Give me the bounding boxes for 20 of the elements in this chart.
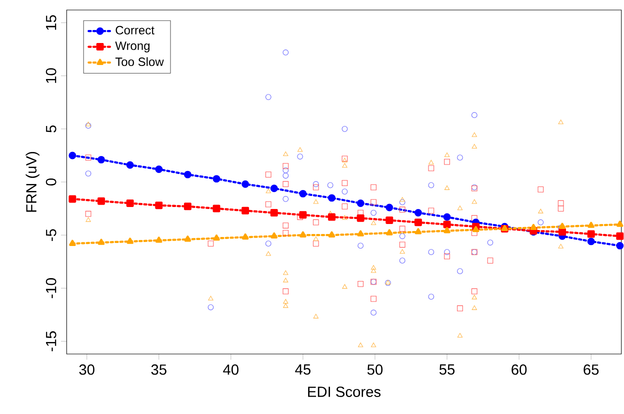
y-tick-label: 10 [46,68,56,83]
legend-label: Wrong [115,42,150,52]
legend-label: Too Slow [115,57,164,66]
y-axis-title: FRN (uV) [26,152,40,212]
y-tick-label: -10 [46,278,56,298]
legend-label: Correct [116,26,154,34]
y-tick-label: 0 [46,178,56,186]
x-tick-label: 55 [439,364,455,375]
y-tick-label: -15 [46,331,56,352]
x-tick-label: 60 [512,364,527,375]
x-tick-label: 30 [79,364,94,375]
x-axis-title: EDI Scores [308,386,381,397]
x-tick-label: 65 [584,364,599,375]
x-tick-label: 45 [295,364,310,375]
y-tick-label: 5 [46,125,56,132]
x-tick-label: 40 [223,364,238,375]
x-tick-label: 35 [151,364,166,375]
x-tick-label: 50 [367,364,383,375]
y-tick-label: 15 [46,15,56,30]
y-tick-label: -5 [46,229,56,241]
